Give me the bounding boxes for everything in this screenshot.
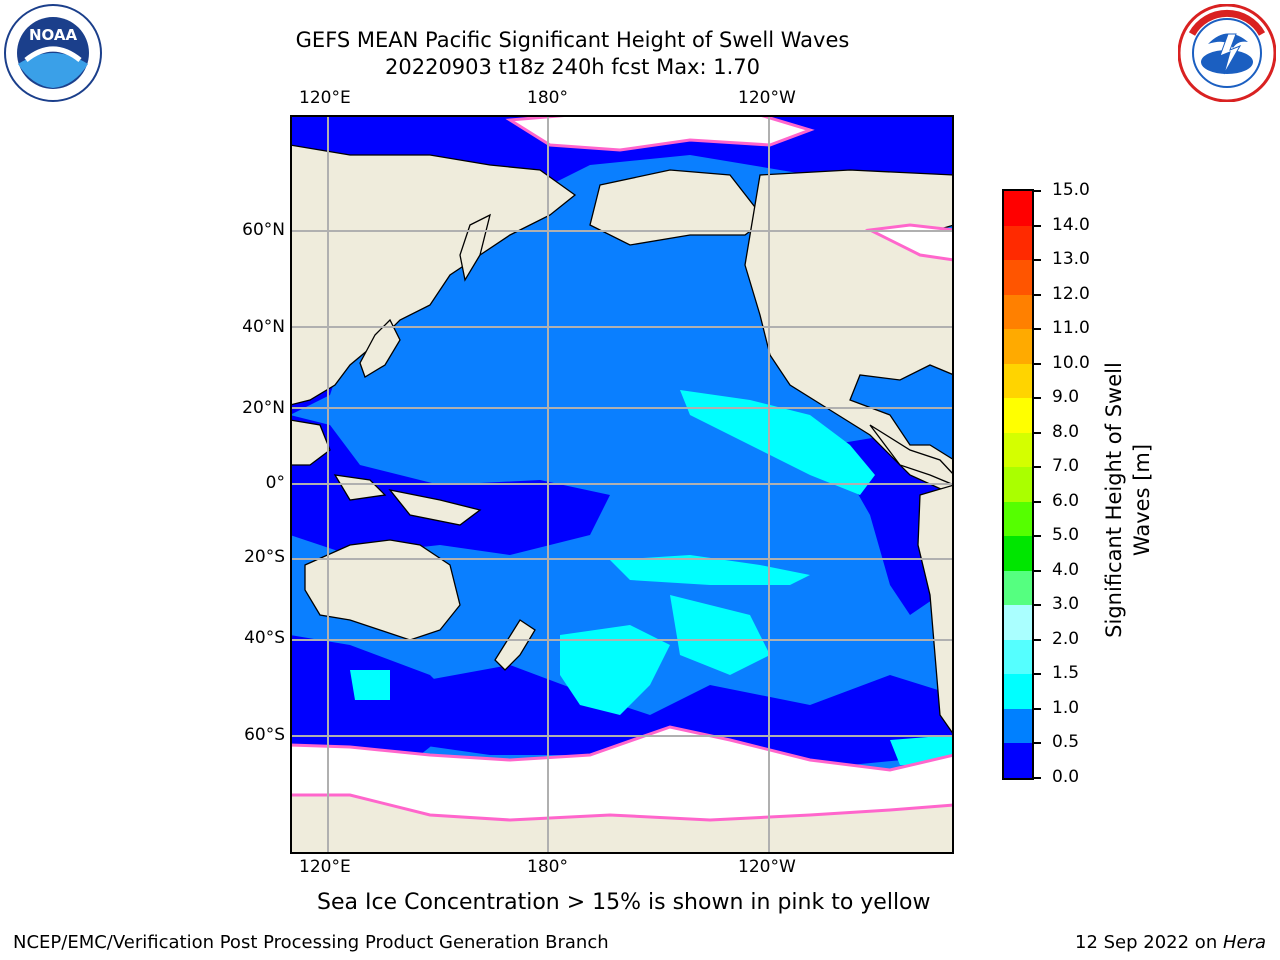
noaa-logo: NOAA xyxy=(4,4,102,102)
colorbar-tick-label: 2.0 xyxy=(1052,628,1080,649)
colorbar-tick-mark xyxy=(1034,500,1041,503)
colorbar-tick-mark xyxy=(1034,535,1041,538)
lat-label-0: 0° xyxy=(265,473,285,493)
colorbar-bin xyxy=(1004,260,1032,296)
colorbar-tick-label: 0.0 xyxy=(1052,767,1080,787)
lon-label-top-120e: 120°E xyxy=(299,88,351,108)
colorbar-tick-mark xyxy=(1034,569,1041,572)
footer-date: 12 Sep 2022 on Hera xyxy=(1075,932,1266,953)
colorbar-tick-label: 14.0 xyxy=(1052,214,1090,235)
colorbar-tick-mark xyxy=(1034,259,1041,262)
colorbar-bin xyxy=(1004,536,1032,572)
colorbar-title-line1: Significant Height of Swell xyxy=(1102,362,1126,638)
colorbar-bin xyxy=(1004,743,1032,779)
colorbar-tick-mark xyxy=(1034,604,1041,607)
graticule xyxy=(290,115,954,854)
lon-label-top-120w: 120°W xyxy=(738,88,796,108)
lon-label-bottom-120e: 120°E xyxy=(299,857,351,877)
land-masses xyxy=(290,144,954,854)
colorbar-tick-label: 8.0 xyxy=(1052,421,1080,442)
colorbar-tick-label: 10.0 xyxy=(1052,352,1090,373)
colorbar-tick-mark xyxy=(1034,742,1041,745)
colorbar-tick-mark xyxy=(1034,328,1041,331)
nws-logo xyxy=(1177,3,1277,103)
colorbar-tick-label: 9.0 xyxy=(1052,387,1080,408)
footer-date-text: 12 Sep 2022 on xyxy=(1075,932,1223,953)
colorbar-bin xyxy=(1004,432,1032,468)
sea-ice-note: Sea Ice Concentration > 15% is shown in … xyxy=(317,890,931,915)
colorbar-tick-mark xyxy=(1034,707,1041,710)
colorbar-bin xyxy=(1004,191,1032,227)
colorbar-tick-mark xyxy=(1034,224,1041,227)
swell-mid-regions xyxy=(350,390,954,765)
colorbar-tick-label: 5.0 xyxy=(1052,525,1080,546)
colorbar-bin xyxy=(1004,363,1032,399)
colorbar-tick-label: 13.0 xyxy=(1052,249,1090,270)
lon-label-bottom-180: 180° xyxy=(527,857,568,877)
colorbar xyxy=(1002,189,1034,780)
chart-title-line2: 20220903 t18z 240h fcst Max: 1.70 xyxy=(385,55,760,79)
colorbar-bin xyxy=(1004,329,1032,365)
chart-title-line1: GEFS MEAN Pacific Significant Height of … xyxy=(295,28,850,52)
colorbar-bin xyxy=(1004,674,1032,710)
pacific-map xyxy=(290,115,954,854)
colorbar-bin xyxy=(1004,294,1032,330)
lon-label-bottom-120w: 120°W xyxy=(738,857,796,877)
colorbar-tick-label: 1.0 xyxy=(1052,697,1080,718)
colorbar-bin xyxy=(1004,708,1032,744)
footer-credit: NCEP/EMC/Verification Post Processing Pr… xyxy=(13,932,609,953)
colorbar-tick-label: 4.0 xyxy=(1052,559,1080,580)
colorbar-tick-label: 12.0 xyxy=(1052,283,1090,304)
colorbar-title: Significant Height of Swell Waves [m] xyxy=(1100,350,1160,650)
colorbar-tick-mark xyxy=(1034,777,1041,779)
colorbar-tick-mark xyxy=(1034,190,1041,192)
colorbar-tick-label: 0.5 xyxy=(1052,732,1080,753)
colorbar-tick-label: 11.0 xyxy=(1052,318,1090,339)
lon-label-top-180: 180° xyxy=(527,88,568,108)
lat-label-40n: 40°N xyxy=(242,317,285,337)
colorbar-bin xyxy=(1004,398,1032,434)
lat-label-20n: 20°N xyxy=(242,398,285,418)
colorbar-tick-label: 3.0 xyxy=(1052,594,1080,615)
lat-label-20s: 20°S xyxy=(244,547,285,567)
colorbar-bin xyxy=(1004,225,1032,261)
lat-label-60n: 60°N xyxy=(242,220,285,240)
colorbar-tick-label: 1.5 xyxy=(1052,663,1080,684)
colorbar-bin xyxy=(1004,570,1032,606)
colorbar-tick-mark xyxy=(1034,638,1041,641)
colorbar-tick-mark xyxy=(1034,293,1041,296)
colorbar-tick-mark xyxy=(1034,466,1041,469)
colorbar-bin xyxy=(1004,467,1032,503)
colorbar-tick-mark xyxy=(1034,397,1041,400)
footer-machine: Hera xyxy=(1222,932,1266,953)
colorbar-tick-label: 6.0 xyxy=(1052,490,1080,511)
colorbar-bin xyxy=(1004,501,1032,537)
colorbar-bin xyxy=(1004,639,1032,675)
lat-label-40s: 40°S xyxy=(244,628,285,648)
colorbar-bin xyxy=(1004,605,1032,641)
noaa-logo-text: NOAA xyxy=(29,26,78,44)
colorbar-tick-mark xyxy=(1034,431,1041,434)
sea-ice xyxy=(290,115,954,822)
colorbar-tick-mark xyxy=(1034,673,1041,676)
colorbar-tick-label: 15.0 xyxy=(1052,180,1090,200)
colorbar-title-line2: Waves [m] xyxy=(1130,443,1154,557)
lat-label-60s: 60°S xyxy=(244,725,285,745)
colorbar-tick-label: 7.0 xyxy=(1052,456,1080,477)
colorbar-tick-mark xyxy=(1034,362,1041,365)
